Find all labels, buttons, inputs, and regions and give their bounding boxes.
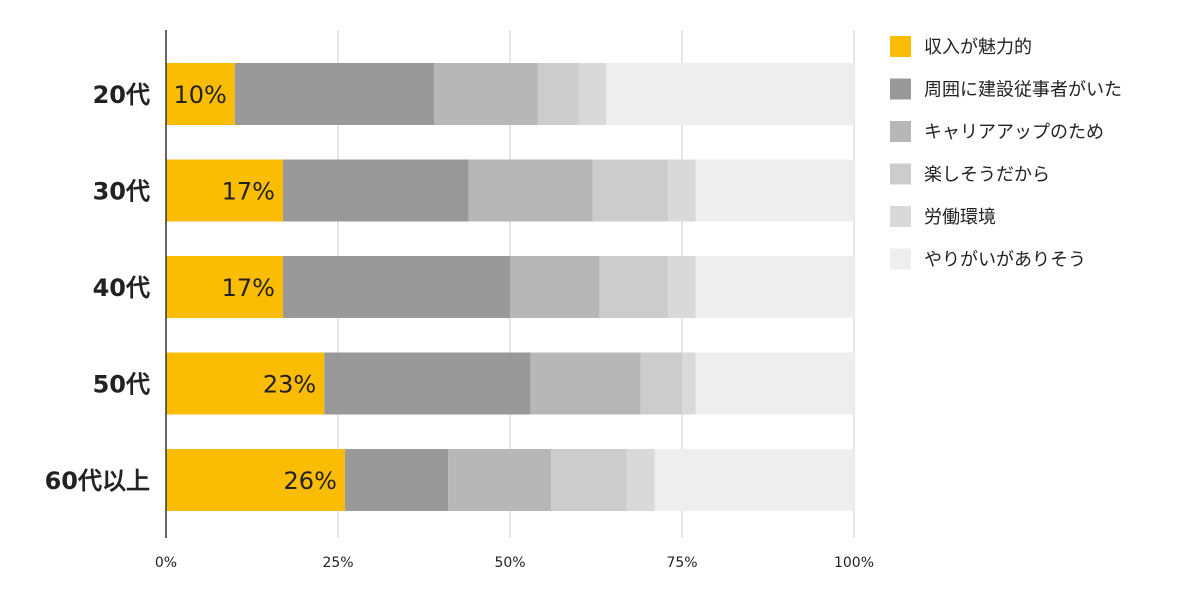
bar-segment [166, 256, 283, 318]
bar-segment [537, 63, 579, 125]
bar-segment [434, 63, 538, 125]
legend-label: 楽しそうだから [924, 165, 1050, 186]
bar-segment [166, 352, 325, 415]
category-label: 40代 [93, 274, 150, 302]
data-label: 10% [173, 81, 226, 109]
bar-segment [654, 449, 854, 511]
bar-segment [682, 352, 696, 415]
legend-swatch [890, 78, 911, 100]
legend-label: キャリアアップのため [924, 122, 1104, 143]
bar-segment [510, 256, 600, 318]
bar-segment [282, 159, 469, 222]
axes: 0% 25% 50% 75% 100% 20代 30代 40代 50代 60代以上 [45, 30, 874, 571]
legend-swatch [890, 121, 911, 142]
bar-segment [695, 159, 854, 222]
bar-segment [668, 159, 696, 222]
bar-segment [592, 159, 669, 222]
data-label: 26% [284, 467, 337, 495]
bar-segment [324, 352, 531, 415]
category-label: 50代 [93, 371, 150, 399]
bar-segment [234, 63, 435, 125]
bar-segment [626, 449, 655, 511]
data-label: 17% [222, 274, 275, 302]
bar-segment [599, 256, 669, 318]
data-label: 17% [222, 178, 275, 206]
x-tick-label: 0% [155, 555, 177, 571]
legend-label: 労働環境 [924, 207, 996, 228]
legend-swatch [890, 248, 911, 270]
bar-segment [166, 449, 345, 511]
bar-segment [166, 63, 235, 125]
x-tick-label: 75% [666, 555, 697, 571]
bar-segment [695, 352, 854, 415]
legend-swatch [890, 163, 911, 185]
bar-segment [530, 352, 641, 415]
bar-segment [640, 352, 682, 415]
data-label: 23% [263, 371, 316, 399]
legend-label: 周囲に建設従事者がいた [924, 80, 1122, 101]
legend-swatch [890, 206, 911, 227]
bar-segment [606, 63, 854, 125]
category-label: 20代 [93, 81, 150, 109]
category-label: 60代以上 [45, 467, 150, 495]
bar-segment [448, 449, 552, 511]
bars [166, 63, 854, 511]
bar-segment [668, 256, 696, 318]
bar-segment [468, 159, 593, 222]
bar-segment [282, 256, 510, 318]
bar-segment [344, 449, 449, 511]
legend-label: やりがいがありそう [924, 250, 1086, 271]
legend-swatch [890, 36, 911, 57]
x-tick-label: 25% [322, 555, 353, 571]
bar-segment [551, 449, 627, 511]
data-labels: 10% 17% 17% 23% 26% [173, 81, 336, 495]
bar-segment [695, 256, 854, 318]
x-tick-label: 100% [834, 555, 874, 571]
legend-label: 収入が魅力的 [924, 37, 1032, 58]
bar-segment [578, 63, 607, 125]
bar-segment [166, 159, 283, 222]
legend: 収入が魅力的周囲に建設従事者がいたキャリアアップのため楽しそうだから労働環境やり… [890, 36, 1122, 271]
x-tick-label: 50% [494, 555, 525, 571]
category-label: 30代 [93, 178, 150, 206]
